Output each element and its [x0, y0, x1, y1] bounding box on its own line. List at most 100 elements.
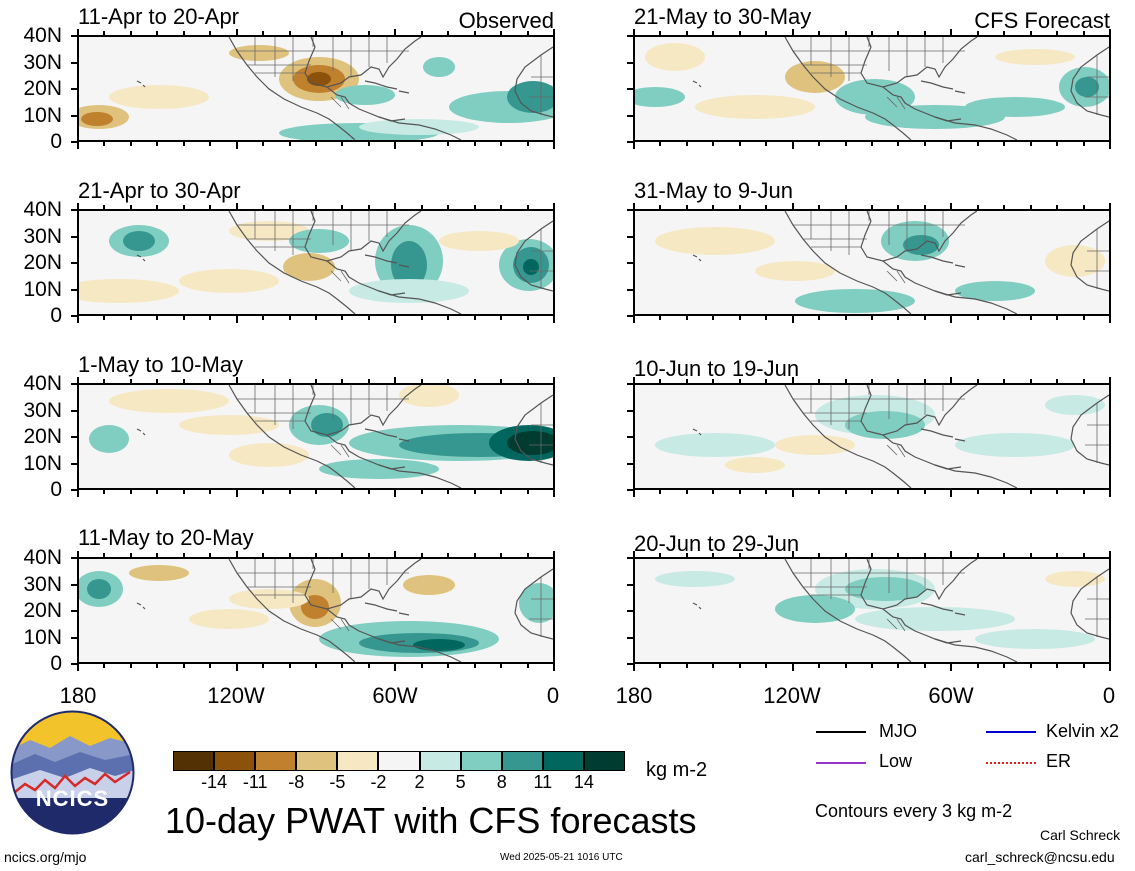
lon-tick-top: [235, 377, 238, 383]
colorbar-label: 8: [496, 772, 507, 792]
lat-tick: [627, 209, 633, 211]
lon-tick: [288, 141, 291, 146]
lon-tick: [738, 141, 741, 146]
lon-tick-top: [553, 29, 555, 35]
lat-tick: [71, 35, 77, 37]
lon-tick: [791, 489, 794, 497]
ncics-logo: NCICS: [10, 710, 135, 835]
lon-tick: [553, 663, 555, 671]
coastline: [934, 116, 1018, 140]
coastline: [692, 428, 698, 432]
coastline: [698, 258, 702, 262]
political-border: [340, 444, 350, 458]
coastline: [692, 602, 698, 606]
lat-label-row2-2: 20N: [23, 251, 62, 274]
lon-tick: [209, 315, 212, 320]
lon-tick: [235, 315, 238, 323]
lon-tick-top: [844, 31, 847, 35]
lon-tick-top: [712, 553, 715, 557]
lon-tick-top: [633, 29, 635, 35]
coastline: [1070, 46, 1109, 118]
lon-tick-top: [633, 377, 635, 383]
anomaly-region: [307, 72, 331, 86]
lon-tick: [1029, 315, 1032, 320]
coastline: [784, 385, 912, 488]
lon-tick: [923, 489, 926, 494]
lon-label-right-60w: 60W: [928, 683, 974, 708]
lon-tick: [420, 141, 423, 146]
lon-tick: [844, 663, 847, 668]
lon-tick: [633, 489, 635, 497]
lon-tick: [685, 489, 688, 494]
map-field: [635, 559, 1109, 662]
lat-label-row2-0: 40N: [23, 198, 62, 221]
coastline: [1070, 568, 1109, 640]
lon-tick: [182, 315, 185, 320]
lon-tick-top: [235, 29, 238, 35]
lon-tick-top: [103, 205, 106, 209]
lon-tick-top: [923, 205, 926, 209]
lon-tick: [1056, 489, 1059, 494]
lon-tick: [182, 489, 185, 494]
political-border: [340, 270, 350, 284]
lon-tick-top: [262, 379, 265, 383]
lat-tick: [71, 315, 77, 317]
lon-tick-top: [341, 205, 344, 209]
lon-tick: [129, 141, 132, 146]
lat-tick: [71, 141, 77, 143]
lon-tick-top: [897, 31, 900, 35]
colorbar-swatch: [501, 751, 543, 771]
lon-tick: [367, 315, 370, 320]
lon-tick-top: [738, 31, 741, 35]
panel-title-right-2: 31-May to 9-Jun: [634, 178, 793, 203]
lon-tick-top: [1109, 551, 1111, 557]
lon-tick: [156, 489, 159, 494]
lon-tick: [791, 315, 794, 323]
coastline: [142, 258, 146, 262]
lon-tick-top: [1029, 553, 1032, 557]
lon-tick: [818, 141, 821, 146]
lon-tick-top: [315, 379, 317, 383]
anomaly-region: [391, 241, 427, 289]
coastline: [954, 438, 966, 442]
lon-tick: [156, 141, 159, 146]
lat-tick: [627, 583, 633, 586]
lon-tick-top: [209, 205, 212, 209]
map-panel-right-4: [633, 557, 1111, 664]
lon-tick: [976, 141, 979, 146]
coastline: [934, 464, 1018, 488]
lat-label-row1-0: 40N: [23, 24, 62, 47]
anomaly-region: [129, 565, 189, 581]
lon-tick-top: [156, 379, 159, 383]
legend-label-er: ER: [1046, 751, 1072, 771]
lat-tick: [627, 383, 633, 385]
anomaly-region: [311, 413, 343, 437]
anomaly-region: [81, 112, 113, 126]
lon-tick: [1029, 141, 1032, 146]
lat-tick: [627, 436, 633, 438]
lon-tick-top: [553, 551, 555, 557]
lon-tick: [420, 663, 423, 668]
lon-tick-top: [950, 29, 953, 35]
legend-line-kelvin: [986, 731, 1036, 733]
anomaly-region: [775, 595, 855, 623]
lon-tick-top: [1003, 205, 1006, 209]
panel-title-left-4: 11-May to 20-May: [78, 525, 254, 550]
lon-tick-top: [500, 205, 503, 209]
lon-label-right-120w: 120W: [763, 683, 821, 708]
lon-tick: [209, 663, 212, 668]
lon-tick: [553, 489, 555, 497]
anomaly-region: [189, 609, 269, 629]
anomaly-region: [123, 231, 155, 251]
lon-tick-top: [1029, 205, 1032, 209]
lat-label-row4-0: 40N: [23, 546, 62, 569]
lon-tick: [976, 663, 979, 668]
lat-label-row3-1: 30N: [23, 398, 62, 422]
lon-tick: [871, 489, 873, 494]
lon-tick-top: [473, 379, 476, 383]
lat-tick: [627, 61, 633, 64]
lon-tick: [1003, 663, 1006, 668]
lon-tick: [871, 663, 873, 668]
coastline: [378, 464, 462, 488]
lon-tick: [129, 663, 132, 668]
